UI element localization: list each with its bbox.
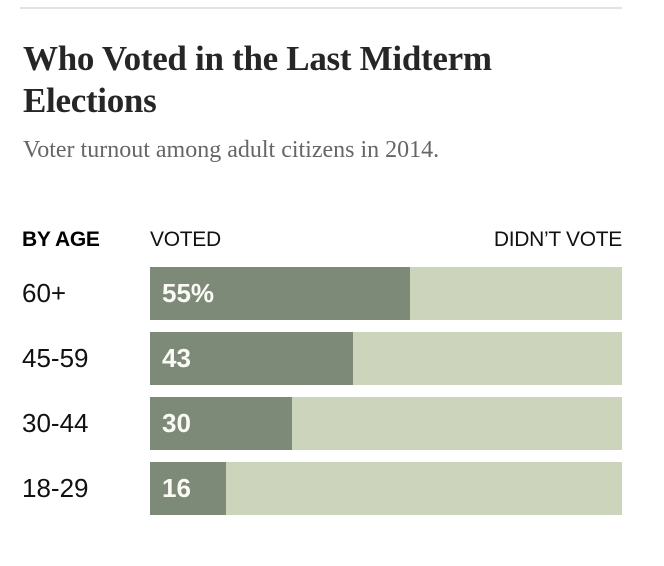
legend-didnt-vote-label: DIDN’T VOTE xyxy=(493,228,622,251)
category-label: 60+ xyxy=(22,278,67,308)
chart-header-row: BY AGE VOTED DIDN’T VOTE xyxy=(22,228,622,253)
bar-row: 30-44 30 xyxy=(22,397,622,450)
didnt-vote-segment: 43 xyxy=(150,332,622,385)
category-label: 18-29 xyxy=(22,473,89,503)
voted-segment: 55% xyxy=(150,267,410,320)
voted-segment: 30 xyxy=(150,397,292,450)
bar-row: 60+ 55% xyxy=(22,267,622,320)
voted-value-label: 30 xyxy=(162,408,191,438)
voted-value-label: 55% xyxy=(162,278,215,308)
voted-value-label: 43 xyxy=(162,343,191,373)
series-legend: VOTED DIDN’T VOTE xyxy=(150,228,622,252)
bar-row: 45-59 43 xyxy=(22,332,622,385)
chart-title-line-1: Who Voted in the Last Midterm xyxy=(23,39,492,78)
voted-segment: 43 xyxy=(150,332,353,385)
voted-value-label: 16 xyxy=(162,473,191,503)
didnt-vote-segment: 30 xyxy=(150,397,622,450)
age-column-header: BY AGE xyxy=(22,228,100,251)
chart-title-line-2: Elections xyxy=(23,81,157,120)
category-label: 30-44 xyxy=(22,408,89,438)
chart-subtitle: Voter turnout among adult citizens in 20… xyxy=(23,137,440,163)
bar-row: 18-29 16 xyxy=(22,462,622,515)
stacked-bar-chart: BY AGE VOTED DIDN’T VOTE 60+ 55% 45-59 4… xyxy=(22,228,622,515)
top-divider xyxy=(20,7,622,9)
legend-voted-label: VOTED xyxy=(150,228,221,251)
category-label: 45-59 xyxy=(22,343,89,373)
didnt-vote-segment: 16 xyxy=(150,462,622,515)
voted-segment: 16 xyxy=(150,462,226,515)
chart-title: Who Voted in the Last Midterm Elections xyxy=(23,38,492,122)
didnt-vote-segment: 55% xyxy=(150,267,622,320)
